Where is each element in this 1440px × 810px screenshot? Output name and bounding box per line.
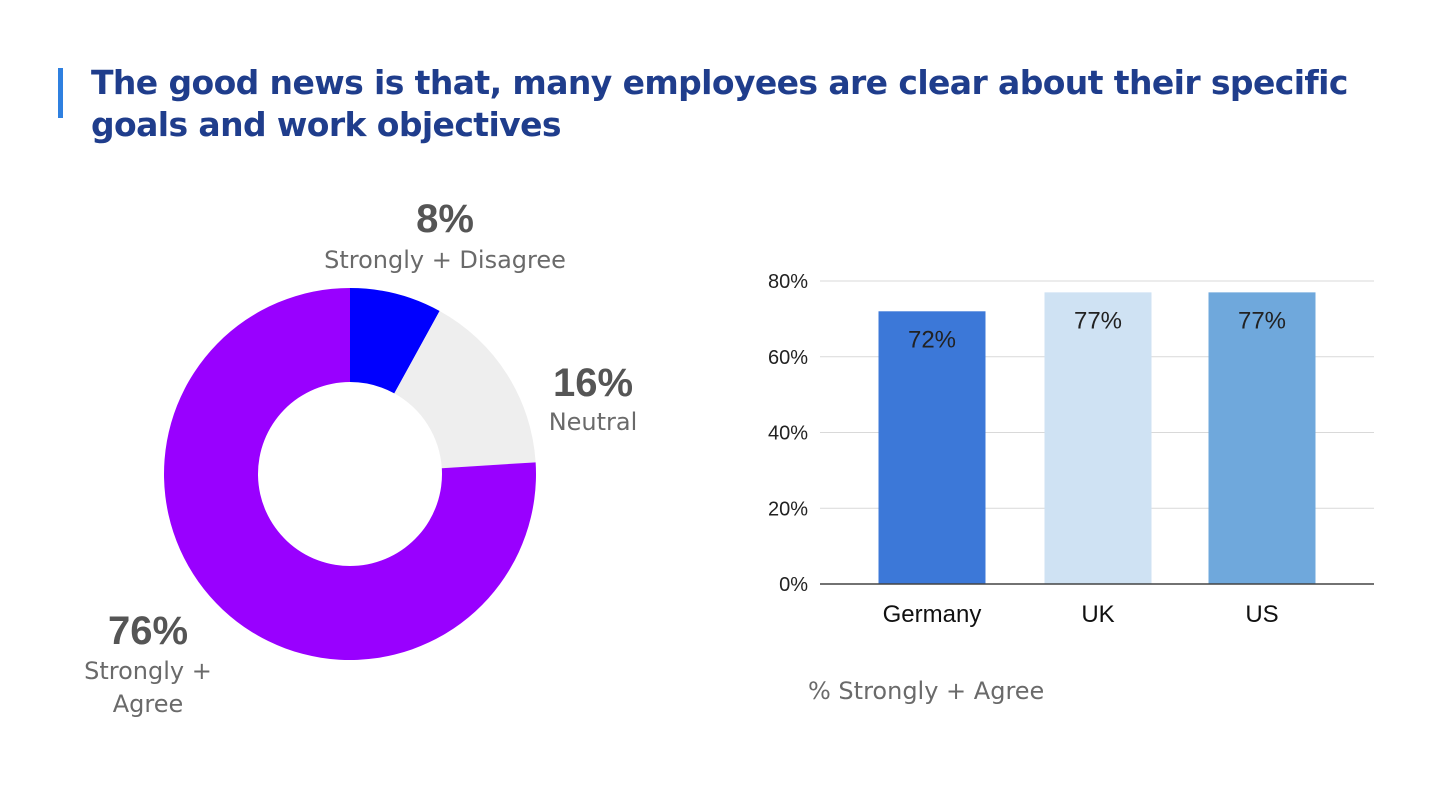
- y-tick-label: 20%: [768, 498, 808, 520]
- bar-value-label: 77%: [1074, 307, 1122, 334]
- y-tick-label: 80%: [768, 271, 808, 293]
- y-tick-label: 40%: [768, 423, 808, 445]
- bar-value-label: 72%: [908, 326, 956, 353]
- x-category-label: UK: [1081, 601, 1114, 628]
- x-category-label: US: [1245, 601, 1278, 628]
- donut-labels: 8% Strongly + Disagree 16% Neutral 76% Strong…: [84, 197, 637, 718]
- bar-chart: 0% 20% 40% 60% 80% 72% Germany 77% UK 77% US: [768, 271, 1374, 628]
- slice-pct-label: 8%: [416, 197, 474, 241]
- slice-name-label: Neutral: [549, 408, 638, 436]
- slide-title: The good news is that, many employees ar…: [91, 63, 1348, 144]
- slice-name-label: Agree: [113, 690, 184, 718]
- bar-value-label: 77%: [1238, 307, 1286, 334]
- donut-chart: [164, 288, 537, 660]
- y-tick-label: 60%: [768, 347, 808, 369]
- donut-slice-0: [350, 288, 440, 394]
- slice-name-label: Strongly + Disagree: [324, 246, 566, 274]
- bar-chart-caption: % Strongly + Agree: [808, 677, 1045, 705]
- slice-pct-label: 16%: [553, 361, 633, 405]
- donut-slice-2: [164, 288, 537, 660]
- bar-us: [1208, 292, 1316, 584]
- bar-germany: [878, 311, 986, 584]
- slice-pct-label: 76%: [108, 609, 188, 653]
- slice-name-label: Strongly +: [84, 657, 212, 685]
- bar-uk: [1044, 292, 1152, 584]
- title-accent-bar: [58, 68, 63, 118]
- x-category-label: Germany: [883, 601, 982, 628]
- y-tick-label: 0%: [779, 574, 808, 596]
- donut-slice-1: [394, 311, 536, 469]
